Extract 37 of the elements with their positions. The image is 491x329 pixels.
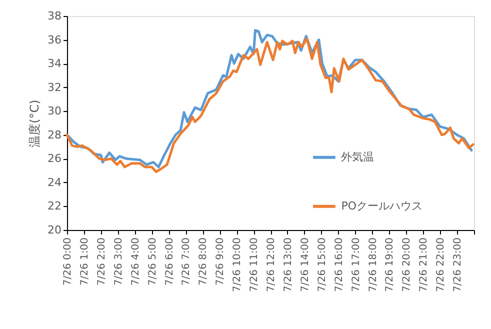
x-tick-label: 7/26 7:00 bbox=[181, 238, 192, 286]
x-tick-label: 7/26 13:00 bbox=[282, 238, 294, 292]
y-tick-label: 22 bbox=[48, 200, 62, 213]
y-tick-label: 26 bbox=[48, 152, 62, 166]
y-tick-label: 30 bbox=[48, 104, 62, 118]
y-tick-label: 34 bbox=[48, 57, 62, 70]
x-tick-label: 7/26 1:00 bbox=[79, 238, 90, 286]
x-tick-label: 7/26 14:00 bbox=[300, 238, 311, 292]
y-tick-label: 24 bbox=[48, 176, 62, 189]
x-tick-label: 7/26 18:00 bbox=[368, 238, 379, 292]
x-tick-label: 7/26 21:00 bbox=[418, 238, 430, 292]
x-tick-label: 7/26 5:00 bbox=[147, 238, 158, 286]
x-tick-label: 7/26 0:00 bbox=[62, 238, 74, 286]
y-tick-label: 28 bbox=[48, 128, 62, 142]
y-tick-label: 32 bbox=[48, 80, 62, 94]
x-tick-label: 7/26 15:00 bbox=[316, 238, 328, 292]
x-tick-label: 7/26 19:00 bbox=[384, 238, 396, 292]
x-tick-label: 7/26 16:00 bbox=[334, 238, 345, 292]
x-tick-label: 7/26 20:00 bbox=[402, 238, 413, 292]
x-tick-label: 7/26 6:00 bbox=[164, 238, 176, 286]
x-tick-label: 7/26 2:00 bbox=[96, 238, 108, 286]
x-tick-label: 7/26 12:00 bbox=[266, 238, 277, 292]
y-tick-label: 36 bbox=[48, 33, 62, 46]
y-tick-label: 38 bbox=[48, 10, 62, 22]
x-tick-label: 7/26 11:00 bbox=[249, 238, 260, 292]
legend-label: POクールハウス bbox=[341, 199, 422, 212]
legend-label: 外気温 bbox=[341, 150, 374, 164]
y-tick-label: 20 bbox=[48, 224, 62, 236]
x-tick-label: 7/26 10:00 bbox=[232, 238, 244, 292]
x-tick-label: 7/26 23:00 bbox=[452, 238, 464, 292]
x-tick-label: 7/26 22:00 bbox=[436, 238, 447, 292]
x-tick-label: 7/26 17:00 bbox=[350, 238, 362, 292]
x-tick-label: 7/26 8:00 bbox=[198, 238, 210, 286]
x-tick-label: 7/26 3:00 bbox=[113, 238, 124, 286]
y-axis-title: 温度(°C) bbox=[28, 100, 42, 148]
x-tick-label: 7/26 9:00 bbox=[215, 238, 226, 286]
x-tick-label: 7/26 4:00 bbox=[130, 238, 142, 286]
